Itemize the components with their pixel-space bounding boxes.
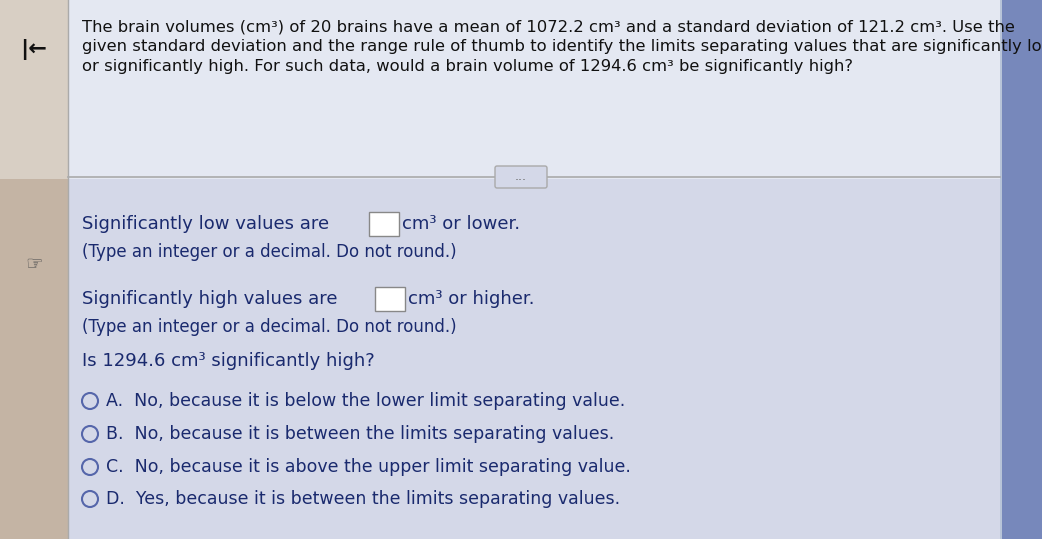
Text: D.  Yes, because it is between the limits separating values.: D. Yes, because it is between the limits… (106, 490, 620, 508)
Text: A.  No, because it is below the lower limit separating value.: A. No, because it is below the lower lim… (106, 392, 625, 410)
Text: or significantly high. For such data, would a brain volume of 1294.6 cm³ be sign: or significantly high. For such data, wo… (82, 59, 853, 74)
Text: (Type an integer or a decimal. Do not round.): (Type an integer or a decimal. Do not ro… (82, 243, 456, 261)
Text: ☞: ☞ (25, 254, 43, 273)
Text: |←: |← (21, 38, 48, 59)
Text: (Type an integer or a decimal. Do not round.): (Type an integer or a decimal. Do not ro… (82, 318, 456, 336)
FancyBboxPatch shape (1002, 0, 1042, 539)
FancyBboxPatch shape (0, 179, 1000, 539)
FancyBboxPatch shape (0, 0, 1000, 179)
Text: The brain volumes (cm³) of 20 brains have a mean of 1072.2 cm³ and a standard de: The brain volumes (cm³) of 20 brains hav… (82, 19, 1015, 34)
Text: Significantly high values are: Significantly high values are (82, 290, 338, 308)
Text: Significantly low values are: Significantly low values are (82, 215, 329, 233)
Text: given standard deviation and the range rule of thumb to identify the limits sepa: given standard deviation and the range r… (82, 39, 1042, 54)
Text: cm³ or lower.: cm³ or lower. (402, 215, 520, 233)
Text: ...: ... (515, 170, 527, 183)
Text: C.  No, because it is above the upper limit separating value.: C. No, because it is above the upper lim… (106, 458, 630, 476)
Text: B.  No, because it is between the limits separating values.: B. No, because it is between the limits … (106, 425, 614, 443)
Text: Is 1294.6 cm³ significantly high?: Is 1294.6 cm³ significantly high? (82, 352, 375, 370)
Text: cm³ or higher.: cm³ or higher. (408, 290, 535, 308)
FancyBboxPatch shape (369, 212, 399, 236)
FancyBboxPatch shape (375, 287, 405, 311)
FancyBboxPatch shape (495, 166, 547, 188)
FancyBboxPatch shape (0, 0, 68, 179)
FancyBboxPatch shape (0, 0, 68, 539)
